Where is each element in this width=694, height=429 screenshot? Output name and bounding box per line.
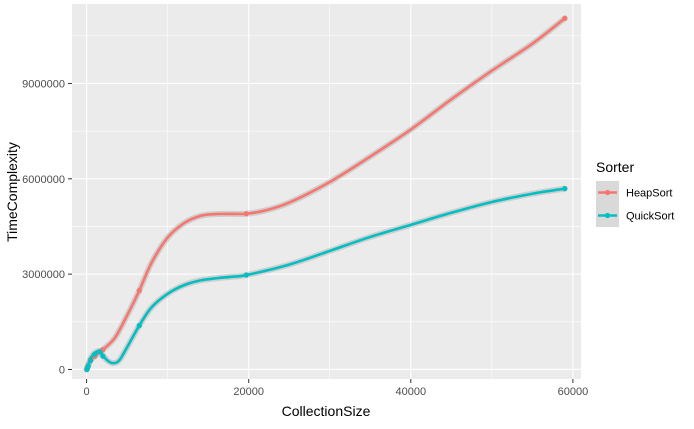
y-axis-title: TimeComplexity	[4, 142, 20, 242]
x-tick-label: 40000	[395, 386, 426, 398]
series-quicksort	[83, 185, 568, 373]
data-point-quicksort	[136, 323, 142, 329]
legend-item-quicksort: QuickSort	[596, 204, 674, 227]
y-tick-label: 9000000	[22, 78, 65, 90]
data-point-heapsort	[136, 288, 142, 294]
data-point-quicksort	[96, 349, 103, 355]
data-point-quicksort	[92, 351, 98, 357]
x-axis-ticks: 0 20000 40000 60000	[84, 379, 589, 398]
y-tick-label: 3000000	[22, 269, 65, 281]
data-point-quicksort	[562, 186, 568, 192]
grid-minor	[72, 4, 581, 379]
data-point-heapsort	[562, 15, 568, 21]
x-tick-label: 0	[84, 386, 90, 398]
series-line-heapsort	[85, 17, 567, 371]
data-point-quicksort	[88, 357, 94, 364]
legend-title: Sorter	[596, 159, 634, 175]
legend-label-quicksort: QuickSort	[626, 211, 674, 223]
data-point-heapsort	[243, 211, 249, 217]
y-axis-ticks: 0 3000000 6000000 9000000	[22, 78, 72, 376]
series-layer	[83, 15, 568, 373]
legend-items: HeapSort QuickSort	[596, 181, 674, 227]
legend-key-point-heapsort	[604, 189, 611, 196]
x-tick-label: 60000	[558, 386, 589, 398]
data-point-quicksort	[243, 272, 249, 278]
x-axis-title: CollectionSize	[282, 403, 371, 419]
legend-key-point-quicksort	[604, 212, 611, 219]
data-point-quicksort	[85, 363, 91, 369]
y-tick-label: 0	[59, 364, 65, 376]
legend-label-heapsort: HeapSort	[626, 188, 672, 200]
x-tick-label: 20000	[233, 386, 264, 398]
y-tick-label: 6000000	[22, 174, 65, 186]
data-point-quicksort	[100, 353, 106, 359]
grid-major	[72, 4, 581, 379]
legend: Sorter HeapSort QuickSort	[596, 159, 674, 227]
legend-item-heapsort: HeapSort	[596, 181, 672, 204]
